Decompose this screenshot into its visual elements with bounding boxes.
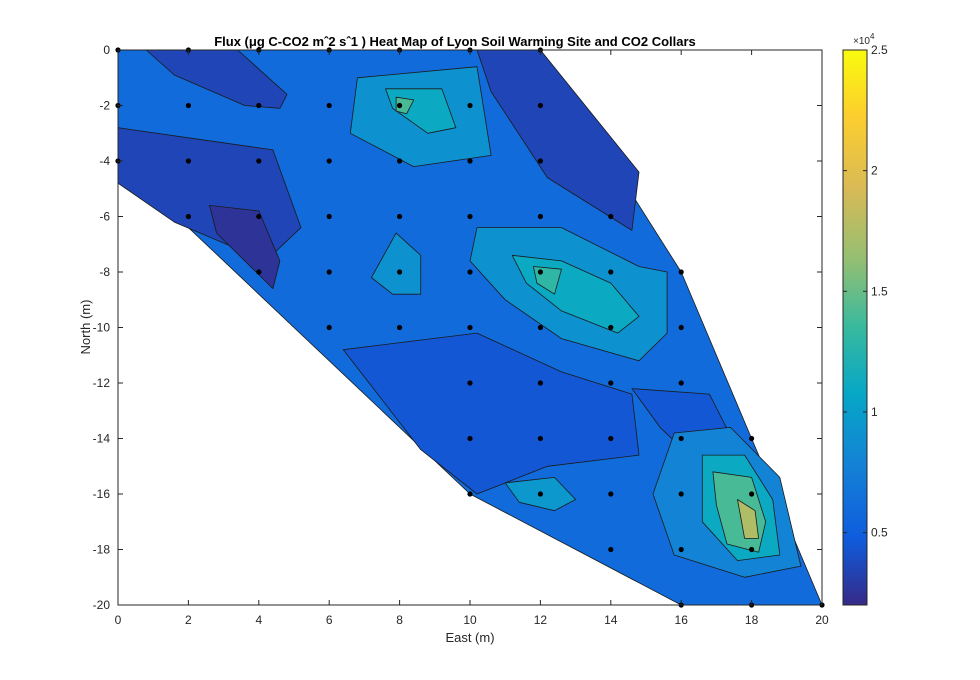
collar-point [467, 491, 473, 497]
colorbar-tick-label: 2 [871, 164, 878, 178]
x-tick-label: 0 [115, 613, 122, 627]
collar-point [537, 158, 544, 164]
y-tick-label: -14 [93, 432, 111, 446]
collar-point [608, 269, 614, 275]
collar-point [678, 546, 684, 553]
contour-region [370, 232, 422, 295]
collar-point [326, 269, 332, 275]
collar-point [537, 102, 544, 109]
collar-point [608, 435, 614, 442]
collar-point [537, 324, 544, 331]
collar-point [467, 380, 473, 386]
collar-point [537, 380, 544, 386]
collar-point [256, 213, 262, 220]
collar-point [467, 213, 473, 220]
collar-point [256, 158, 262, 164]
collar-point [467, 158, 473, 164]
collar-point [537, 213, 544, 220]
x-tick-label: 18 [745, 613, 759, 627]
collar-point [397, 102, 403, 109]
colorbar-tick-label: 1 [871, 405, 878, 419]
y-tick-label: -8 [99, 265, 110, 279]
colorbar-exponent-power: 4 [870, 32, 875, 41]
x-tick-label: 4 [255, 613, 262, 627]
x-axis-label: East (m) [445, 630, 494, 645]
collar-point [749, 546, 755, 553]
contour-region [395, 96, 415, 115]
y-tick-label: -20 [93, 598, 111, 612]
x-tick-label: 16 [675, 613, 689, 627]
contour-region [342, 332, 640, 495]
collar-point [467, 102, 473, 109]
y-tick-label: -4 [99, 154, 110, 168]
y-axis-label: North (m) [78, 300, 93, 355]
collar-point [397, 213, 403, 220]
collar-point [185, 158, 191, 164]
collar-point [537, 491, 544, 497]
collar-point [608, 546, 614, 553]
x-tick-label: 10 [463, 613, 477, 627]
collar-point [608, 491, 614, 497]
colorbar-exponent-base: ×10 [853, 36, 870, 47]
x-tick-label: 14 [604, 613, 618, 627]
contour-region [209, 204, 281, 290]
collar-point [397, 158, 403, 164]
collar-point [467, 324, 473, 331]
y-tick-label: -18 [93, 543, 111, 557]
collar-point [326, 158, 332, 164]
collar-point [608, 324, 614, 331]
y-tick-label: 0 [103, 43, 110, 57]
collar-point [326, 102, 332, 109]
x-tick-label: 8 [396, 613, 403, 627]
y-tick-label: -6 [99, 210, 110, 224]
collar-point [185, 102, 191, 109]
collar-point [397, 324, 403, 331]
x-tick-label: 20 [815, 613, 829, 627]
collar-point [678, 324, 684, 331]
y-tick-label: -12 [93, 376, 111, 390]
collar-point [326, 324, 332, 331]
collar-point [749, 435, 755, 442]
collar-point [608, 380, 614, 386]
collar-point [185, 213, 191, 220]
x-tick-label: 2 [185, 613, 192, 627]
contour-region [737, 499, 759, 539]
y-tick-label: -10 [93, 321, 111, 335]
colorbar-tick-label: 1.5 [871, 284, 888, 298]
collar-point [467, 435, 473, 442]
colorbar-tick-label: 0.5 [871, 526, 888, 540]
collar-point [749, 491, 755, 497]
collar-markers [115, 47, 825, 608]
plot-area: 0 2 4 6 8 10 12 14 16 18 20 0 -2 -4 -6 -8 -10 -12 -14 -16 -… [93, 43, 829, 627]
collar-point [256, 102, 262, 109]
collar-point [256, 269, 262, 275]
x-tick-label: 6 [326, 613, 333, 627]
chart-title: Flux (μg C-CO2 mˆ2 sˆ1 ) Heat Map of Lyo… [214, 34, 696, 49]
y-axis-ticks: 0 -2 -4 -6 -8 -10 -12 -14 -16 -18 -20 [93, 43, 822, 612]
x-tick-label: 12 [534, 613, 548, 627]
colorbar: 0.5 1 1.5 2 2.5 ×104 [842, 32, 888, 606]
collar-point [678, 435, 684, 442]
collar-point [678, 491, 684, 497]
colorbar-gradient [842, 49, 868, 606]
y-tick-label: -16 [93, 487, 111, 501]
x-axis-ticks: 0 2 4 6 8 10 12 14 16 18 20 [115, 50, 829, 627]
collar-point [678, 269, 684, 275]
colorbar-tick-label: 2.5 [871, 43, 888, 57]
collar-point [537, 269, 544, 275]
collar-point [326, 213, 332, 220]
collar-point [467, 269, 473, 275]
y-tick-label: -2 [99, 99, 110, 113]
colorbar-ticks: 0.5 1 1.5 2 2.5 [843, 43, 888, 540]
collar-point [537, 435, 544, 442]
collar-point [608, 213, 614, 220]
collar-point [397, 269, 403, 275]
colorbar-exponent: ×104 [853, 32, 875, 47]
collar-point [678, 380, 684, 386]
